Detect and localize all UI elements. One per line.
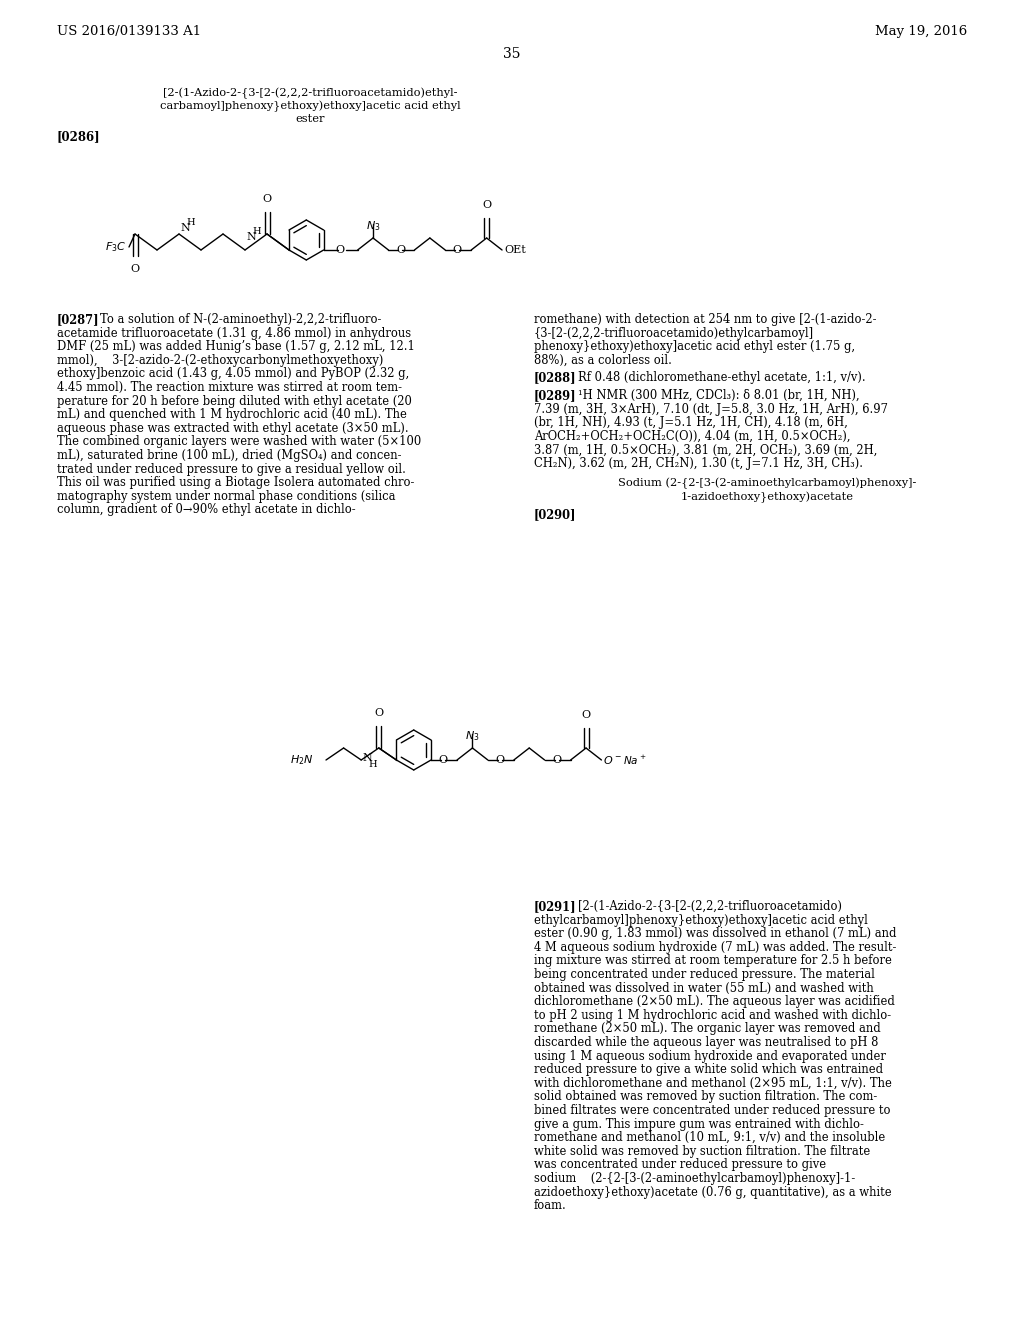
Text: [2-(1-Azido-2-{3-[2-(2,2,2-trifluoroacetamido)ethyl-: [2-(1-Azido-2-{3-[2-(2,2,2-trifluoroacet… xyxy=(163,88,458,99)
Text: O: O xyxy=(438,755,447,766)
Text: ester: ester xyxy=(295,114,325,124)
Text: aqueous phase was extracted with ethyl acetate (3×50 mL).: aqueous phase was extracted with ethyl a… xyxy=(57,422,409,434)
Text: [0288]: [0288] xyxy=(534,371,577,384)
Text: The combined organic layers were washed with water (5×100: The combined organic layers were washed … xyxy=(57,436,421,449)
Text: give a gum. This impure gum was entrained with dichlo-: give a gum. This impure gum was entraine… xyxy=(534,1118,864,1131)
Text: 7.39 (m, 3H, 3×ArH), 7.10 (dt, J=5.8, 3.0 Hz, 1H, ArH), 6.97: 7.39 (m, 3H, 3×ArH), 7.10 (dt, J=5.8, 3.… xyxy=(534,403,888,416)
Text: acetamide trifluoroacetate (1.31 g, 4.86 mmol) in anhydrous: acetamide trifluoroacetate (1.31 g, 4.86… xyxy=(57,326,411,339)
Text: using 1 M aqueous sodium hydroxide and evaporated under: using 1 M aqueous sodium hydroxide and e… xyxy=(534,1049,886,1063)
Text: O: O xyxy=(482,201,492,210)
Text: romethane) with detection at 254 nm to give [2-(1-azido-2-: romethane) with detection at 254 nm to g… xyxy=(534,313,877,326)
Text: mL), saturated brine (100 mL), dried (MgSO₄) and concen-: mL), saturated brine (100 mL), dried (Mg… xyxy=(57,449,401,462)
Text: matography system under normal phase conditions (silica: matography system under normal phase con… xyxy=(57,490,395,503)
Text: $H_2N$: $H_2N$ xyxy=(290,754,313,767)
Text: [0289]: [0289] xyxy=(534,389,577,403)
Text: $N_3$: $N_3$ xyxy=(465,729,479,743)
Text: O: O xyxy=(496,755,505,766)
Text: ester (0.90 g, 1.83 mmol) was dissolved in ethanol (7 mL) and: ester (0.90 g, 1.83 mmol) was dissolved … xyxy=(534,927,896,940)
Text: [2-(1-Azido-2-{3-[2-(2,2,2-trifluoroacetamido): [2-(1-Azido-2-{3-[2-(2,2,2-trifluoroacet… xyxy=(578,900,842,913)
Text: sodium    (2-{2-[3-(2-aminoethylcarbamoyl)phenoxy]-1-: sodium (2-{2-[3-(2-aminoethylcarbamoyl)p… xyxy=(534,1172,855,1185)
Text: O: O xyxy=(396,246,406,255)
Text: N: N xyxy=(362,752,372,763)
Text: 88%), as a colorless oil.: 88%), as a colorless oil. xyxy=(534,354,672,367)
Text: mmol),    3-[2-azido-2-(2-ethoxycarbonylmethoxyethoxy): mmol), 3-[2-azido-2-(2-ethoxycarbonylmet… xyxy=(57,354,383,367)
Text: solid obtained was removed by suction filtration. The com-: solid obtained was removed by suction fi… xyxy=(534,1090,878,1104)
Text: $N_3$: $N_3$ xyxy=(366,219,380,234)
Text: 35: 35 xyxy=(503,48,521,61)
Text: phenoxy}ethoxy)ethoxy]acetic acid ethyl ester (1.75 g,: phenoxy}ethoxy)ethoxy]acetic acid ethyl … xyxy=(534,341,855,354)
Text: (br, 1H, NH), 4.93 (t, J=5.1 Hz, 1H, CH), 4.18 (m, 6H,: (br, 1H, NH), 4.93 (t, J=5.1 Hz, 1H, CH)… xyxy=(534,416,848,429)
Text: DMF (25 mL) was added Hunig’s base (1.57 g, 2.12 mL, 12.1: DMF (25 mL) was added Hunig’s base (1.57… xyxy=(57,341,415,354)
Text: 1-azidoethoxy}ethoxy)acetate: 1-azidoethoxy}ethoxy)acetate xyxy=(681,491,853,503)
Text: N: N xyxy=(246,232,256,242)
Text: ethylcarbamoyl]phenoxy}ethoxy)ethoxy]acetic acid ethyl: ethylcarbamoyl]phenoxy}ethoxy)ethoxy]ace… xyxy=(534,913,868,927)
Text: {3-[2-(2,2,2-trifluoroacetamido)ethylcarbamoyl]: {3-[2-(2,2,2-trifluoroacetamido)ethylcar… xyxy=(534,326,814,339)
Text: Sodium (2-{2-[3-(2-aminoethylcarbamoyl)phenoxy]-: Sodium (2-{2-[3-(2-aminoethylcarbamoyl)p… xyxy=(617,478,916,488)
Text: [0291]: [0291] xyxy=(534,900,577,913)
Text: H: H xyxy=(186,218,195,227)
Text: O: O xyxy=(130,264,139,275)
Text: US 2016/0139133 A1: US 2016/0139133 A1 xyxy=(57,25,201,38)
Text: 4 M aqueous sodium hydroxide (7 mL) was added. The result-: 4 M aqueous sodium hydroxide (7 mL) was … xyxy=(534,941,896,954)
Text: dichloromethane (2×50 mL). The aqueous layer was acidified: dichloromethane (2×50 mL). The aqueous l… xyxy=(534,995,895,1008)
Text: To a solution of N-(2-aminoethyl)-2,2,2-trifluoro-: To a solution of N-(2-aminoethyl)-2,2,2-… xyxy=(100,313,381,326)
Text: O: O xyxy=(262,194,271,205)
Text: with dichloromethane and methanol (2×95 mL, 1:1, v/v). The: with dichloromethane and methanol (2×95 … xyxy=(534,1077,892,1090)
Text: reduced pressure to give a white solid which was entrained: reduced pressure to give a white solid w… xyxy=(534,1063,883,1076)
Text: being concentrated under reduced pressure. The material: being concentrated under reduced pressur… xyxy=(534,968,874,981)
Text: 4.45 mmol). The reaction mixture was stirred at room tem-: 4.45 mmol). The reaction mixture was sti… xyxy=(57,381,402,393)
Text: H: H xyxy=(369,760,377,770)
Text: Rf 0.48 (dichloromethane-ethyl acetate, 1:1, v/v).: Rf 0.48 (dichloromethane-ethyl acetate, … xyxy=(578,371,865,384)
Text: O: O xyxy=(582,710,591,719)
Text: bined filtrates were concentrated under reduced pressure to: bined filtrates were concentrated under … xyxy=(534,1104,891,1117)
Text: ing mixture was stirred at room temperature for 2.5 h before: ing mixture was stirred at room temperat… xyxy=(534,954,892,968)
Text: OEt: OEt xyxy=(504,246,525,255)
Text: May 19, 2016: May 19, 2016 xyxy=(874,25,967,38)
Text: [0286]: [0286] xyxy=(57,129,100,143)
Text: to pH 2 using 1 M hydrochloric acid and washed with dichlo-: to pH 2 using 1 M hydrochloric acid and … xyxy=(534,1008,891,1022)
Text: $Na^+$: $Na^+$ xyxy=(624,754,647,767)
Text: perature for 20 h before being diluted with ethyl acetate (20: perature for 20 h before being diluted w… xyxy=(57,395,412,408)
Text: azidoethoxy}ethoxy)acetate (0.76 g, quantitative), as a white: azidoethoxy}ethoxy)acetate (0.76 g, quan… xyxy=(534,1185,892,1199)
Text: 3.87 (m, 1H, 0.5×OCH₂), 3.81 (m, 2H, OCH₂), 3.69 (m, 2H,: 3.87 (m, 1H, 0.5×OCH₂), 3.81 (m, 2H, OCH… xyxy=(534,444,878,457)
Text: This oil was purified using a Biotage Isolera automated chro-: This oil was purified using a Biotage Is… xyxy=(57,477,415,490)
Text: N: N xyxy=(180,223,189,234)
Text: white solid was removed by suction filtration. The filtrate: white solid was removed by suction filtr… xyxy=(534,1144,870,1158)
Text: ArOCH₂+OCH₂+OCH₂C(O)), 4.04 (m, 1H, 0.5×OCH₂),: ArOCH₂+OCH₂+OCH₂C(O)), 4.04 (m, 1H, 0.5×… xyxy=(534,430,851,444)
Text: H: H xyxy=(252,227,261,236)
Text: O: O xyxy=(374,708,383,718)
Text: column, gradient of 0→90% ethyl acetate in dichlo-: column, gradient of 0→90% ethyl acetate … xyxy=(57,503,355,516)
Text: discarded while the aqueous layer was neutralised to pH 8: discarded while the aqueous layer was ne… xyxy=(534,1036,879,1049)
Text: O: O xyxy=(552,755,561,766)
Text: $F_3C$: $F_3C$ xyxy=(105,240,126,253)
Text: trated under reduced pressure to give a residual yellow oil.: trated under reduced pressure to give a … xyxy=(57,462,406,475)
Text: O: O xyxy=(335,246,344,255)
Text: CH₂N), 3.62 (m, 2H, CH₂N), 1.30 (t, J=7.1 Hz, 3H, CH₃).: CH₂N), 3.62 (m, 2H, CH₂N), 1.30 (t, J=7.… xyxy=(534,457,863,470)
Text: romethane and methanol (10 mL, 9:1, v/v) and the insoluble: romethane and methanol (10 mL, 9:1, v/v)… xyxy=(534,1131,886,1144)
Text: mL) and quenched with 1 M hydrochloric acid (40 mL). The: mL) and quenched with 1 M hydrochloric a… xyxy=(57,408,407,421)
Text: carbamoyl]phenoxy}ethoxy)ethoxy]acetic acid ethyl: carbamoyl]phenoxy}ethoxy)ethoxy]acetic a… xyxy=(160,102,461,112)
Text: [0290]: [0290] xyxy=(534,508,577,521)
Text: romethane (2×50 mL). The organic layer was removed and: romethane (2×50 mL). The organic layer w… xyxy=(534,1023,881,1035)
Text: [0287]: [0287] xyxy=(57,313,99,326)
Text: ¹H NMR (300 MHz, CDCl₃): δ 8.01 (br, 1H, NH),: ¹H NMR (300 MHz, CDCl₃): δ 8.01 (br, 1H,… xyxy=(578,389,859,403)
Text: ethoxy]benzoic acid (1.43 g, 4.05 mmol) and PyBOP (2.32 g,: ethoxy]benzoic acid (1.43 g, 4.05 mmol) … xyxy=(57,367,410,380)
Text: O: O xyxy=(453,246,462,255)
Text: foam.: foam. xyxy=(534,1199,566,1212)
Text: was concentrated under reduced pressure to give: was concentrated under reduced pressure … xyxy=(534,1159,826,1171)
Text: $O^-$: $O^-$ xyxy=(603,754,623,766)
Text: obtained was dissolved in water (55 mL) and washed with: obtained was dissolved in water (55 mL) … xyxy=(534,982,873,994)
